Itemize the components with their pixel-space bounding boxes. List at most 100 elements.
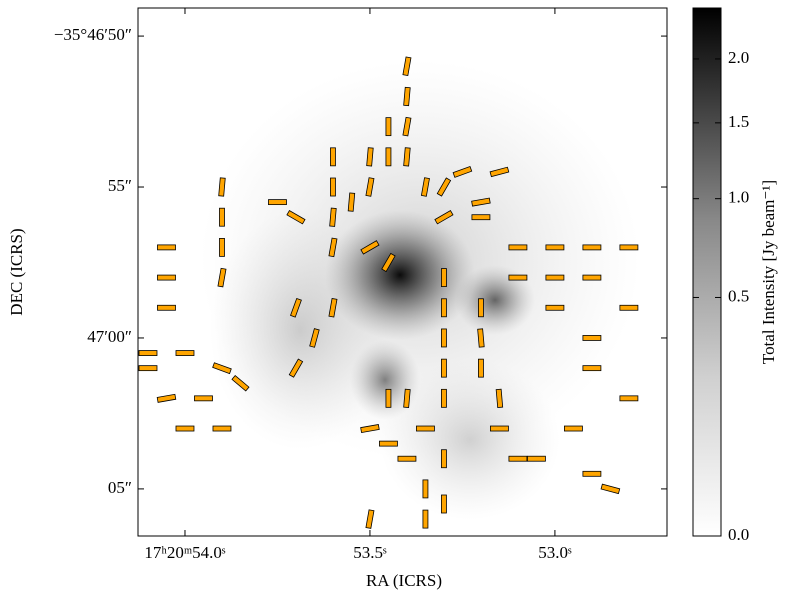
polarization-vector [360, 424, 380, 434]
polarization-vector [527, 455, 546, 462]
x-tick-label: 53.0ˢ [538, 543, 572, 562]
y-axis-label: DEC (ICRS) [7, 228, 26, 315]
polarization-vector [286, 209, 306, 225]
polarization-vector [219, 237, 225, 257]
x-axis-label: RA (ICRS) [366, 571, 442, 590]
polarization-vector [545, 304, 565, 311]
colorbar [692, 7, 722, 537]
polarization-vector [600, 483, 621, 495]
polarization-vector [156, 393, 177, 403]
polarization-vector [328, 298, 338, 318]
polarization-vector [379, 440, 398, 447]
polarization-vector [212, 425, 232, 432]
polarization-vector [157, 304, 176, 311]
polarization-vector [490, 425, 509, 432]
polarization-vector [366, 147, 374, 167]
polarization-vector [219, 207, 225, 227]
polarization-vector [416, 425, 435, 432]
polarization-vector [290, 297, 302, 318]
polarization-vector [422, 479, 429, 499]
polarization-vector [365, 509, 375, 529]
polarization-vector [231, 374, 250, 392]
polarization-vector [385, 117, 392, 137]
polarization-vector [330, 177, 336, 197]
polarization-vector [157, 244, 176, 251]
polarization-vector [441, 449, 447, 469]
polarization-vector [268, 199, 287, 206]
polarization-vector [420, 177, 430, 197]
intensity-image [200, 60, 640, 520]
polarization-vector [582, 244, 602, 251]
polarization-vector [582, 365, 602, 372]
polarization-vector [330, 147, 336, 167]
polarization-vector [471, 197, 491, 207]
polarization-vector [619, 244, 639, 251]
polarization-vector [347, 192, 356, 212]
polarization-vector [471, 214, 491, 221]
polarization-vector [452, 165, 473, 178]
polarization-vector [403, 147, 411, 167]
y-tick-label: 55″ [108, 176, 132, 195]
polarization-vector [582, 470, 602, 477]
polarization-vector [212, 362, 232, 375]
polarization-vector [582, 335, 602, 341]
polarization-vector [508, 244, 528, 251]
polarization-vector [217, 267, 227, 288]
polarization-vector [402, 116, 412, 137]
polarization-vector [478, 358, 484, 378]
polarization-vector [329, 207, 337, 227]
polarization-vector [436, 177, 452, 197]
x-tick-label: 17ʰ20ᵐ54.0ˢ [144, 543, 226, 562]
colorbar-tick-label: 1.5 [728, 112, 749, 131]
polarization-vector [545, 244, 565, 251]
colorbar-label: Total Intensity [Jy beam⁻¹] [759, 180, 778, 364]
polarization-vector [365, 177, 375, 197]
polarization-vector [403, 86, 411, 107]
y-tick-label: 47′00″ [87, 327, 132, 346]
polarization-vector [619, 304, 639, 311]
colorbar-tick-label: 0.0 [728, 525, 749, 544]
polarization-vector [478, 298, 484, 318]
polarization-vector [175, 350, 195, 356]
colorbar-tick-label: 2.0 [728, 48, 749, 67]
polarization-vector [397, 455, 417, 462]
plot-frame [137, 7, 668, 537]
polarization-vector [441, 494, 447, 514]
polarization-vector [175, 425, 195, 432]
polarization-vector [381, 252, 396, 273]
polarization-vector [360, 240, 380, 255]
colorbar-tick-label: 1.0 [728, 188, 749, 207]
polarization-vector [157, 274, 176, 281]
polarization-vector [508, 455, 528, 462]
polarization-vector [441, 388, 447, 408]
polarization-vector [619, 395, 639, 402]
polarization-vector [495, 388, 504, 408]
polarization-vector [385, 147, 392, 167]
polarization-vector [422, 509, 429, 529]
polarization-vector [477, 328, 485, 348]
polarization-vector [194, 395, 213, 402]
polarization-vector [489, 166, 510, 178]
polarization-vector [138, 365, 158, 372]
polarization-vector [385, 388, 392, 408]
polarization-vector [508, 274, 528, 281]
polarization-vector [402, 56, 412, 77]
polarization-vector [441, 328, 447, 348]
x-tick-label: 53.5ˢ [353, 543, 387, 562]
polarization-vector [328, 237, 338, 258]
polarization-vector [564, 425, 583, 432]
polarization-vector [441, 298, 447, 318]
polarization-vector [441, 268, 447, 287]
polarization-vector [138, 350, 158, 356]
vectors [138, 56, 639, 529]
colorbar-tick-label: 0.5 [728, 286, 749, 305]
polarization-vector [403, 388, 411, 408]
polarization-vector [218, 177, 226, 197]
polarization-vector [582, 274, 602, 281]
y-tick-label: −35°46′50″ [54, 25, 132, 44]
polarization-vector [288, 358, 304, 378]
polarization-vector [434, 209, 454, 225]
y-tick-label: 05″ [108, 478, 132, 497]
polarization-vector [545, 274, 565, 281]
